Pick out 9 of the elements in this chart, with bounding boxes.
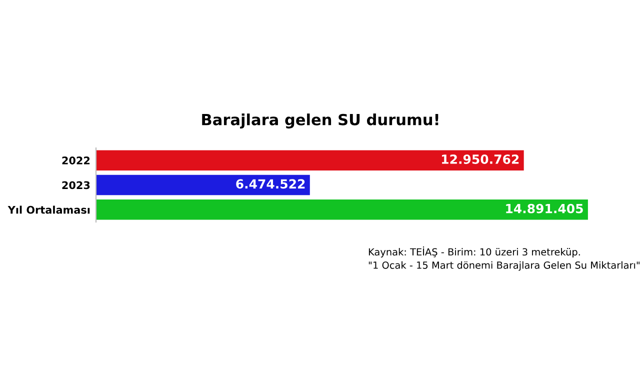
y-tick-label: 2023 <box>62 181 90 190</box>
chart-title: Barajlara gelen SU durumu! <box>202 114 438 128</box>
y-tick-label: 2022 <box>62 156 90 164</box>
data-label: 6.474.522 <box>236 179 305 189</box>
data-label: 12.950.762 <box>442 154 519 164</box>
text: "1 Ocak - 15 Mart dönemi Barajlara Gelen Su Miktarları" <box>368 261 640 271</box>
text: Kaynak: TEİAŞ - Birim: 10 üzeri 3 metreküp. <box>368 246 580 258</box>
y-tick-label: Yıl Ortalaması <box>8 206 90 214</box>
data-label: 14.891.405 <box>506 204 583 214</box>
